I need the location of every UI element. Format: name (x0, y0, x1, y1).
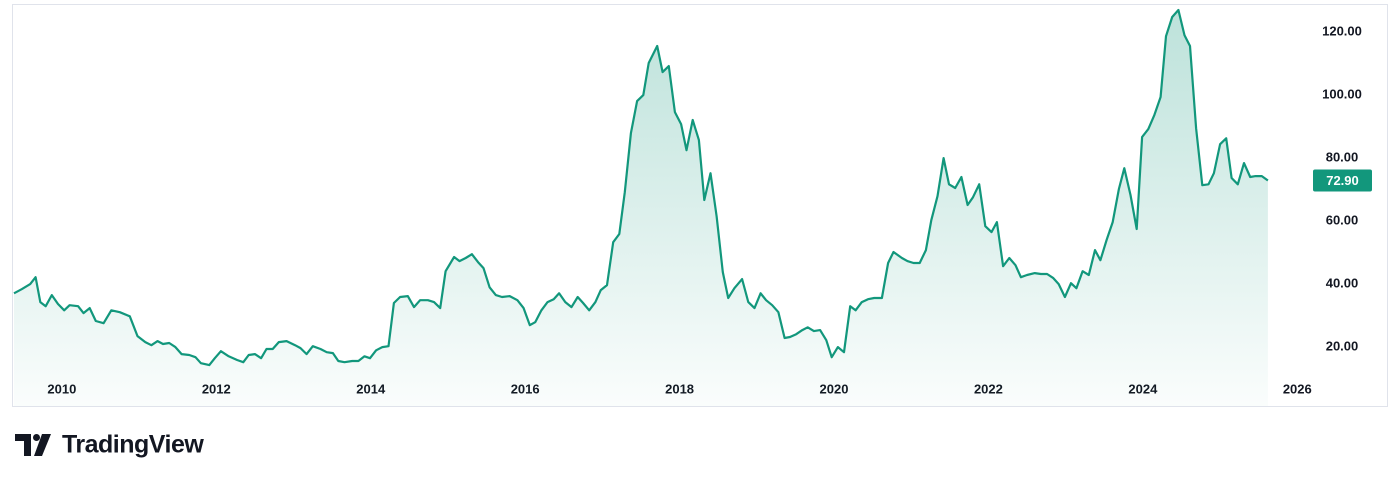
price-line (13, 8, 1269, 367)
y-tick-label: 80.00 (1326, 150, 1359, 165)
area (14, 10, 1268, 406)
y-tick-label: 40.00 (1326, 276, 1359, 291)
y-tick-label: 120.00 (1322, 24, 1362, 39)
y-tick-label: 100.00 (1322, 87, 1362, 102)
last-price-badge (1313, 169, 1372, 192)
y-tick-label: 20.00 (1326, 339, 1359, 354)
y-tick-label: 60.00 (1326, 213, 1359, 228)
logo (15, 434, 51, 456)
x-tick-label: 2026 (1283, 381, 1312, 396)
last-price-label: 72.90 (1326, 173, 1359, 188)
brand-name: TradingView (62, 431, 204, 459)
